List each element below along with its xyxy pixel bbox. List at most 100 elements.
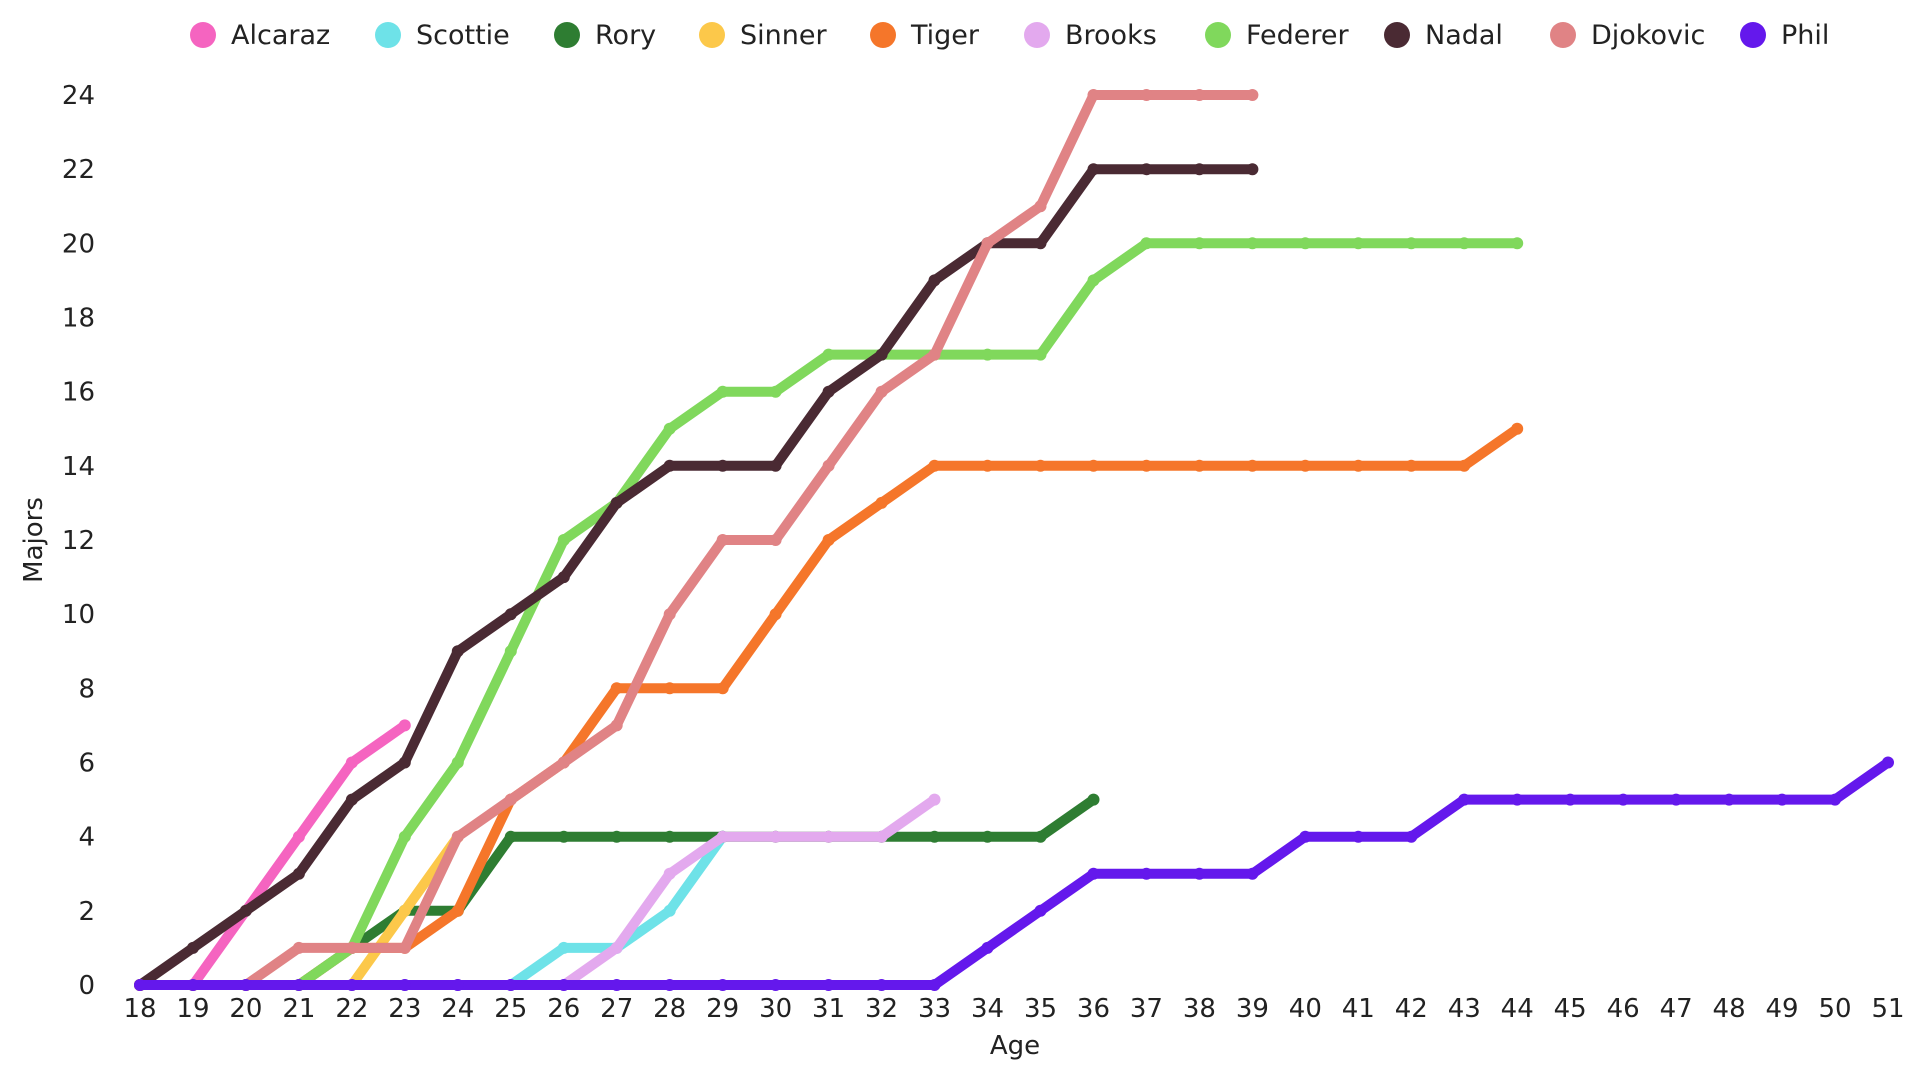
legend-item-djokovic: Djokovic (1550, 20, 1705, 51)
data-point-nadal (822, 385, 835, 398)
legend-marker-scottie (375, 22, 401, 48)
data-point-rory (610, 830, 623, 843)
x-tick-label: 35 (1024, 994, 1057, 1024)
data-point-federer (557, 534, 570, 546)
data-point-phil (451, 979, 464, 991)
x-tick-label: 50 (1818, 994, 1851, 1024)
x-tick-label: 34 (971, 994, 1004, 1024)
data-point-djokovic (1246, 89, 1259, 101)
x-tick-label: 31 (812, 994, 845, 1024)
data-point-djokovic (451, 830, 464, 843)
x-tick-label: 19 (176, 994, 209, 1024)
legend-label-brooks: Brooks (1065, 20, 1157, 51)
data-point-nadal (716, 459, 729, 472)
data-point-tiger (451, 904, 464, 917)
legend-marker-djokovic (1550, 22, 1576, 48)
data-point-federer (981, 348, 994, 361)
series-line-nadal (135, 164, 1258, 990)
data-point-tiger (1087, 459, 1100, 472)
data-point-phil (345, 979, 358, 991)
x-tick-label: 38 (1183, 994, 1216, 1024)
data-point-phil (981, 941, 994, 954)
y-tick-label: 2 (78, 897, 95, 927)
data-point-phil (875, 979, 888, 991)
data-point-djokovic (1034, 200, 1047, 213)
series-nadal (134, 163, 1259, 991)
data-point-federer (1511, 237, 1524, 250)
series-line-phil (135, 757, 1893, 990)
data-point-djokovic (398, 941, 411, 954)
y-tick-label: 14 (62, 452, 95, 482)
data-point-djokovic (769, 534, 782, 546)
data-point-phil (1617, 793, 1630, 806)
data-point-federer (1299, 237, 1312, 250)
data-point-phil (1405, 830, 1418, 843)
data-point-brooks (716, 830, 729, 843)
data-point-phil (292, 979, 305, 991)
data-point-rory (981, 830, 994, 843)
data-point-phil (716, 979, 729, 991)
data-point-djokovic (1087, 89, 1100, 101)
data-point-federer (1140, 237, 1153, 250)
x-tick-label: 49 (1766, 994, 1799, 1024)
legend-marker-federer (1205, 22, 1231, 48)
data-point-tiger (1511, 422, 1524, 435)
data-point-nadal (610, 496, 623, 509)
x-tick-label: 40 (1289, 994, 1322, 1024)
data-point-rory (1034, 830, 1047, 843)
data-point-phil (504, 979, 517, 991)
x-tick-label: 41 (1342, 994, 1375, 1024)
data-point-djokovic (504, 793, 517, 806)
legend-label-federer: Federer (1246, 20, 1350, 51)
data-point-phil (1882, 756, 1894, 769)
data-point-phil (1140, 867, 1153, 880)
x-tick-label: 51 (1871, 994, 1904, 1024)
data-point-phil (1564, 793, 1577, 806)
data-point-phil (928, 979, 941, 991)
data-point-federer (716, 385, 729, 398)
data-point-sinner (398, 904, 411, 917)
data-point-tiger (822, 534, 835, 546)
data-point-federer (398, 830, 411, 843)
data-point-alcaraz (398, 719, 411, 732)
legend-item-rory: Rory (554, 20, 656, 51)
data-point-phil (1034, 904, 1047, 917)
x-tick-label: 46 (1607, 994, 1640, 1024)
data-point-federer (504, 645, 517, 658)
y-axis-title: Majors (19, 497, 49, 583)
x-tick-label: 26 (547, 994, 580, 1024)
data-point-tiger (1193, 459, 1206, 472)
data-point-djokovic (663, 608, 676, 621)
x-tick-label: 24 (441, 994, 474, 1024)
data-point-nadal (292, 867, 305, 880)
x-tick-label: 25 (494, 994, 527, 1024)
data-point-brooks (663, 867, 676, 880)
data-point-phil (398, 979, 411, 991)
legend-item-phil: Phil (1740, 20, 1829, 51)
data-point-djokovic (716, 534, 729, 546)
x-tick-label: 44 (1501, 994, 1534, 1024)
data-point-tiger (663, 682, 676, 695)
data-point-phil (1511, 793, 1524, 806)
x-tick-label: 39 (1236, 994, 1269, 1024)
data-point-nadal (1140, 163, 1153, 176)
data-point-rory (1087, 793, 1100, 806)
legend-marker-sinner (699, 22, 725, 48)
series-line-tiger (135, 423, 1523, 990)
x-tick-label: 32 (865, 994, 898, 1024)
y-tick-label: 6 (78, 749, 95, 779)
data-point-federer (1193, 237, 1206, 250)
data-point-brooks (610, 941, 623, 954)
data-point-federer (1405, 237, 1418, 250)
data-point-nadal (504, 608, 517, 621)
data-point-tiger (1034, 459, 1047, 472)
data-point-nadal (1193, 163, 1206, 176)
data-point-djokovic (1140, 89, 1153, 101)
x-tick-label: 48 (1713, 994, 1746, 1024)
legend-marker-brooks (1024, 22, 1050, 48)
legend-item-alcaraz: Alcaraz (190, 20, 330, 51)
data-point-tiger (1299, 459, 1312, 472)
data-point-phil (1193, 867, 1206, 880)
data-point-tiger (1352, 459, 1365, 472)
legend-label-tiger: Tiger (910, 20, 980, 51)
